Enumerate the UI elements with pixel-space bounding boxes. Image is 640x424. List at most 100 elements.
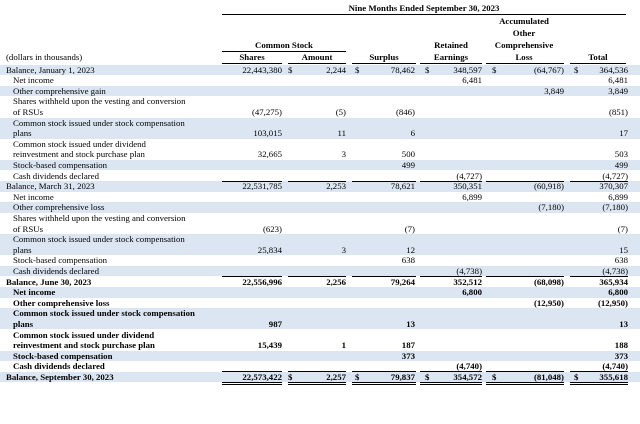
total-cell: 355,618 [599, 371, 628, 382]
table-row: reinvestment and stock purchase plan 32,6… [0, 149, 640, 160]
surplus-cell: 78,621 [390, 181, 415, 192]
amount-cell: 1 [341, 340, 346, 351]
surplus-cell: 79,837 [390, 371, 415, 382]
row-label: Other comprehensive gain [13, 85, 106, 96]
common-stock-rule [222, 51, 346, 52]
row-label: Other comprehensive loss [13, 202, 105, 213]
table-row: plans 25,834 3 12 15 [0, 244, 640, 256]
row-label: reinvestment and stock purchase plan [13, 149, 145, 160]
total-cell: 17 [619, 128, 628, 139]
dollar-sign: $ [492, 371, 497, 382]
row-label: Shares withheld upon the vesting and con… [13, 212, 186, 223]
total-cell: 6,481 [608, 75, 628, 86]
dollar-sign: $ [288, 64, 293, 75]
row-label: Common stock issued under dividend [13, 329, 155, 340]
table-row: Common stock issued under stock compensa… [0, 234, 640, 245]
header-rule-retained [420, 63, 482, 64]
table-row: plans 987 13 13 [0, 318, 640, 330]
shares-cell: (623) [262, 223, 282, 234]
row-label: Common stock issued under stock compensa… [13, 308, 195, 319]
row-label: Shares withheld upon the vesting and con… [13, 96, 186, 107]
row-label: Stock-based compensation [13, 159, 108, 170]
row-label: Net income [13, 287, 56, 298]
row-label: Cash dividends declared [13, 361, 105, 372]
dollar-sign: $ [574, 371, 579, 382]
shares-cell: 22,531,785 [242, 181, 282, 192]
subtotal-rule [288, 276, 346, 277]
dollar-sign: $ [492, 64, 497, 75]
total-double-rule [352, 382, 416, 385]
dollar-sign: $ [425, 64, 430, 75]
row-label: of RSUs [13, 106, 44, 117]
subtotal-rule [352, 180, 416, 182]
table-row: Cash dividends declared (4,740) (4,740) [0, 361, 640, 372]
amount-cell: 2,256 [326, 276, 346, 287]
total-cell: 638 [614, 255, 628, 266]
subtotal-rule [486, 180, 564, 182]
row-label: Common stock issued under dividend [13, 138, 146, 149]
header-rule-total [570, 63, 626, 64]
header-rule-surplus [352, 63, 416, 64]
subtotal-rule [288, 180, 346, 182]
table-row: of RSUs (623) (7) (7) [0, 224, 640, 235]
retained-cell: (4,740) [456, 361, 482, 372]
dollar-sign: $ [355, 64, 360, 75]
shares-cell: (47,275) [251, 106, 282, 117]
subtotal-rule [570, 180, 628, 182]
aoci-header-line-4: Loss [515, 52, 533, 62]
retained-header-line-2: Earnings [433, 52, 469, 62]
surplus-cell: 79,264 [390, 276, 415, 287]
surplus-cell: (846) [395, 106, 415, 117]
total-cell: 370,307 [599, 181, 628, 192]
total-cell: 365,934 [599, 276, 628, 287]
total-cell: 364,536 [599, 64, 628, 75]
retained-cell: 350,351 [453, 181, 482, 192]
shares-cell: 15,439 [257, 340, 282, 351]
aoci-cell: (81,048) [533, 371, 564, 382]
total-header: Total [588, 52, 608, 62]
surplus-cell: 12 [406, 244, 415, 255]
common-stock-header: Common Stock [255, 40, 313, 50]
aoci-header-line-2: Other [512, 28, 536, 38]
surplus-cell: (7) [404, 223, 415, 234]
surplus-cell: 638 [401, 255, 415, 266]
period-title-rule [222, 14, 626, 15]
table-row: Net income 6,800 6,800 [0, 287, 640, 298]
surplus-cell: 499 [401, 159, 415, 170]
table-row: Cash dividends declared (4,738) (4,738) [0, 265, 640, 277]
subtotal-rule [352, 276, 416, 277]
subtotal-rule [222, 276, 282, 277]
retained-cell: 6,800 [462, 287, 482, 298]
table-row: Cash dividends declared (4,727) (4,727) [0, 171, 640, 182]
retained-header-line-1: Retained [434, 40, 468, 50]
dollar-sign: $ [574, 64, 579, 75]
table-row: Balance, June 30, 2023 22,556,996 2,256 79,… [0, 277, 640, 288]
total-double-rule [570, 382, 628, 385]
total-cell: (12,950) [597, 297, 628, 308]
dollar-sign: $ [288, 371, 293, 382]
total-cell: 188 [614, 340, 628, 351]
row-label: Common stock issued under stock compensa… [13, 117, 185, 128]
aoci-cell: (68,098) [533, 276, 564, 287]
row-label: Cash dividends declared [13, 170, 99, 181]
row-label: plans [13, 128, 32, 139]
total-cell: 499 [614, 159, 628, 170]
row-label: Balance, March 31, 2023 [6, 181, 95, 192]
table-row: Other comprehensive gain 3,849 3,849 [0, 85, 640, 97]
total-cell: (7) [617, 223, 628, 234]
aoci-cell: (64,767) [533, 64, 564, 75]
retained-cell: 354,572 [453, 371, 482, 382]
table-row: Net income 6,899 6,899 [0, 192, 640, 203]
table-row: plans 103,015 11 6 17 [0, 128, 640, 139]
total-double-rule [288, 382, 346, 385]
amount-cell: 11 [337, 128, 346, 139]
surplus-cell: 500 [401, 149, 415, 160]
retained-cell: 6,481 [462, 75, 482, 86]
table-row: Shares withheld upon the vesting and con… [0, 213, 640, 224]
row-label: Common stock issued under stock compensa… [13, 234, 185, 245]
subtotal-rule [420, 276, 482, 277]
row-label: Other comprehensive loss [13, 297, 110, 308]
surplus-header: Surplus [369, 52, 399, 62]
table-row: Shares withheld upon the vesting and con… [0, 96, 640, 107]
shares-header: Shares [239, 52, 265, 62]
